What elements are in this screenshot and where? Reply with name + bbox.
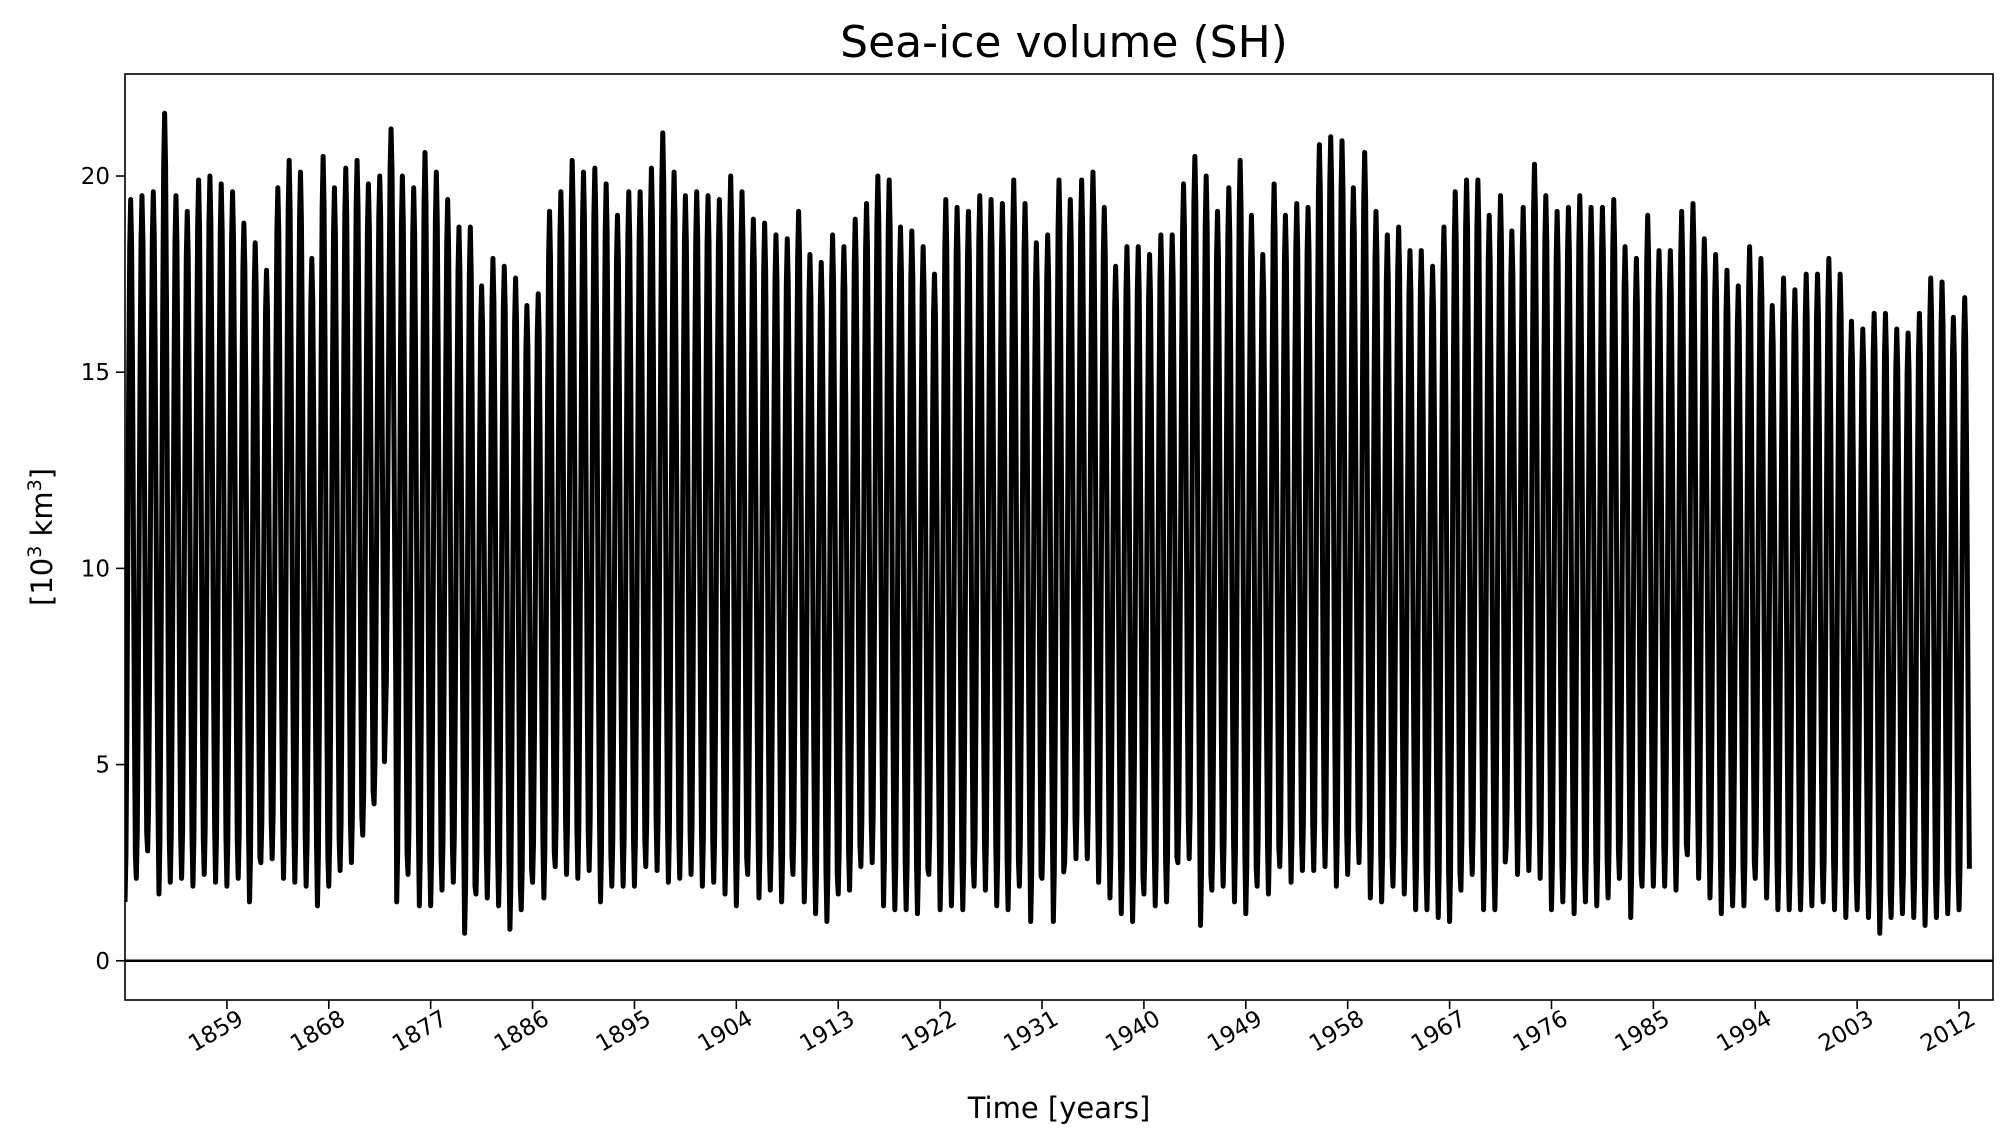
- y-tick-label: 15: [81, 360, 110, 386]
- y-axis-label-unit: km: [25, 491, 59, 545]
- y-tick-label: 10: [81, 556, 110, 582]
- y-axis-label-exponent: 3: [24, 546, 46, 558]
- series-sea-ice-volume: [125, 110, 1972, 936]
- x-axis-label: Time [years]: [967, 1091, 1151, 1125]
- y-axis-label: [103 km3]: [24, 468, 59, 606]
- chart-title: Sea-ice volume (SH): [840, 17, 1288, 68]
- series-line-0: [125, 110, 1972, 936]
- y-tick-label: 0: [95, 949, 110, 975]
- y-axis-label-open: [10: [25, 558, 59, 606]
- y-axis: 0 5 10 15 20: [81, 164, 125, 975]
- y-axis-label-close: ]: [25, 468, 59, 479]
- y-tick-label: 20: [81, 164, 110, 190]
- y-tick-label: 5: [95, 753, 110, 779]
- plot-frame: [124, 73, 1994, 1001]
- y-axis-label-unit-exponent: 3: [24, 479, 46, 491]
